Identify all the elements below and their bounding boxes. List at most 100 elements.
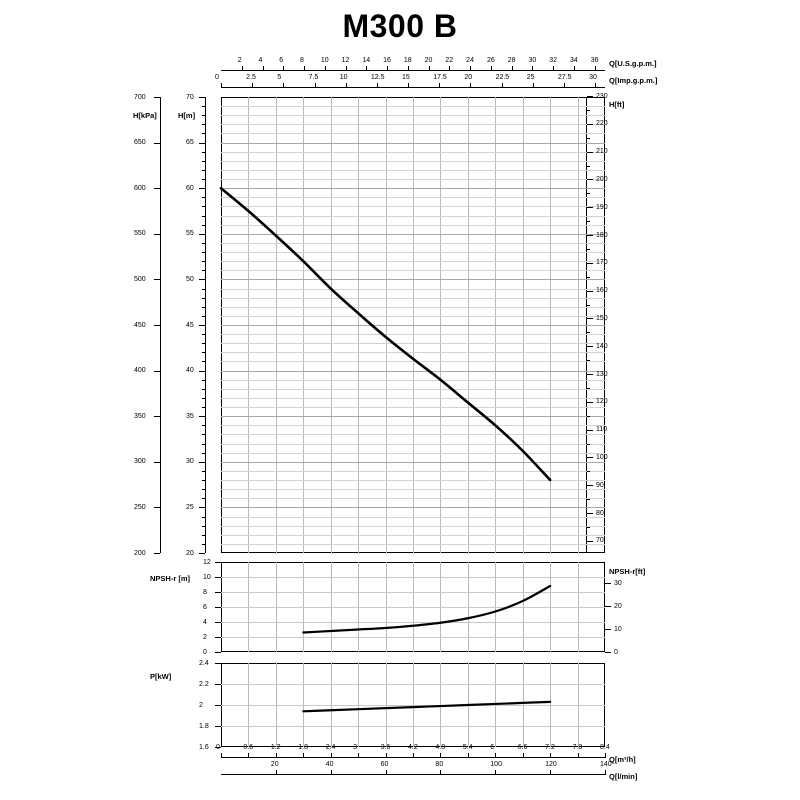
tick-label-npsh-ft: 0 — [614, 648, 618, 656]
tick-h-m-minor — [202, 525, 205, 527]
tick-p-kw — [215, 663, 221, 664]
tick-q-us-gpm — [262, 66, 264, 71]
tick-label-h-kpa: 300 — [134, 458, 146, 466]
tick-label-q-m3h: 3 — [353, 744, 358, 751]
tick-npsh-m — [215, 622, 221, 623]
tick-label-q-m3h: 1.2 — [270, 744, 281, 751]
gridline-horizontal — [221, 188, 605, 190]
gridline-horizontal — [221, 452, 605, 454]
tick-h-kpa — [154, 325, 160, 326]
tick-label-q-m3h: 7.8 — [572, 744, 583, 751]
tick-p-kw — [215, 684, 221, 685]
tick-label-npsh-m: 12 — [203, 558, 211, 566]
tick-label-h-m: 60 — [186, 184, 194, 192]
tick-label-q-m3h: 3.6 — [380, 744, 391, 751]
tick-h-m-minor — [202, 334, 205, 336]
tick-label-p-kw: 1.8 — [199, 722, 209, 730]
tick-label-h-kpa: 200 — [134, 549, 146, 557]
gridline-horizontal — [221, 106, 605, 108]
tick-label-q-m3h: 6 — [490, 744, 495, 751]
tick-h-m — [199, 370, 205, 372]
tick-label-q-m3h: 1.8 — [298, 744, 309, 751]
tick-q-us-gpm — [470, 66, 472, 71]
tick-h-m-minor — [202, 261, 205, 263]
tick-label-q-m3h: 4.2 — [408, 744, 418, 751]
tick-h-m-minor — [202, 343, 205, 345]
tick-q-us-gpm — [283, 66, 285, 71]
gridline-horizontal — [221, 197, 605, 199]
tick-label-h-m: 25 — [186, 503, 194, 511]
tick-h-m — [199, 416, 205, 418]
tick-h-ft-minor — [587, 443, 590, 445]
gridline-horizontal — [221, 233, 605, 235]
tick-label-q-us-gpm: 26 — [486, 57, 495, 64]
tick-label-h-ft: 100 — [596, 453, 608, 461]
tick-label-h-m: 30 — [186, 458, 194, 466]
gridline-horizontal — [221, 407, 605, 409]
tick-label-h-ft: 110 — [596, 426, 608, 434]
tick-q-m3h — [467, 753, 469, 758]
tick-q-us-gpm — [241, 66, 243, 71]
tick-label-q-us-gpm: 6 — [279, 57, 284, 64]
tick-npsh-m — [215, 577, 221, 578]
tick-p-kw — [215, 726, 221, 727]
tick-label-npsh-m: 2 — [203, 633, 207, 641]
tick-h-m-minor — [202, 151, 205, 153]
tick-label-q-imp-gpm: 30 — [589, 74, 597, 81]
axis-title-h-ft: H[ft] — [609, 100, 625, 109]
tick-q-lmin — [275, 770, 277, 775]
gridline-horizontal — [221, 306, 605, 308]
tick-q-us-gpm — [387, 66, 389, 71]
tick-label-h-kpa: 350 — [134, 412, 146, 420]
gridline-horizontal — [221, 352, 605, 354]
tick-h-m-minor — [202, 434, 205, 436]
tick-label-h-ft: 200 — [596, 175, 608, 183]
page-title: M300 B — [342, 8, 458, 44]
tick-h-ft — [587, 290, 593, 292]
tick-h-m-minor — [202, 534, 205, 536]
tick-label-q-m3h: 5.4 — [462, 744, 473, 751]
tick-npsh-ft — [605, 629, 611, 631]
tick-label-q-lmin: 20 — [270, 761, 279, 768]
axis-line-q-us-gpm — [221, 70, 605, 72]
tick-q-us-gpm — [407, 66, 409, 71]
tick-label-q-us-gpm: 20 — [424, 57, 433, 64]
tick-q-lmin — [495, 770, 497, 775]
tick-label-h-kpa: 550 — [134, 230, 146, 238]
tick-label-q-imp-gpm: 5 — [277, 74, 282, 81]
tick-label-q-us-gpm: 22 — [445, 57, 454, 64]
tick-h-ft — [587, 151, 593, 153]
tick-h-kpa — [154, 233, 160, 235]
tick-label-q-imp-gpm: 12.5 — [370, 74, 385, 81]
tick-label-p-kw: 1.6 — [199, 743, 209, 751]
tick-h-m-minor — [202, 197, 205, 199]
tick-label-h-ft: 130 — [596, 370, 608, 378]
tick-h-m-minor — [202, 315, 205, 317]
tick-q-imp-gpm — [532, 83, 534, 88]
tick-h-m-minor — [202, 452, 205, 454]
gridline-horizontal — [221, 388, 605, 390]
gridline-horizontal — [221, 480, 605, 482]
tick-label-q-us-gpm: 8 — [300, 57, 304, 64]
tick-h-ft-minor — [587, 276, 590, 278]
tick-h-m-minor — [202, 397, 205, 399]
gridline-horizontal — [221, 543, 605, 545]
tick-label-h-ft: 150 — [596, 314, 608, 322]
tick-npsh-m — [215, 562, 221, 563]
gridline-horizontal — [221, 370, 605, 372]
axis-line-q-imp-gpm — [221, 87, 605, 89]
tick-q-imp-gpm — [221, 83, 222, 88]
tick-label-h-m: 40 — [186, 367, 194, 375]
tick-h-kpa — [154, 142, 160, 144]
tick-h-ft-minor — [587, 109, 590, 111]
tick-h-m-minor — [202, 361, 205, 363]
tick-h-kpa — [154, 416, 160, 418]
tick-npsh-ft — [605, 606, 611, 608]
tick-label-h-ft: 220 — [596, 120, 608, 128]
tick-label-p-kw: 2.2 — [199, 680, 209, 688]
tick-q-imp-gpm — [376, 83, 378, 88]
tick-label-h-ft: 210 — [596, 148, 608, 156]
gridline-horizontal — [221, 425, 605, 427]
tick-q-imp-gpm — [252, 83, 254, 88]
